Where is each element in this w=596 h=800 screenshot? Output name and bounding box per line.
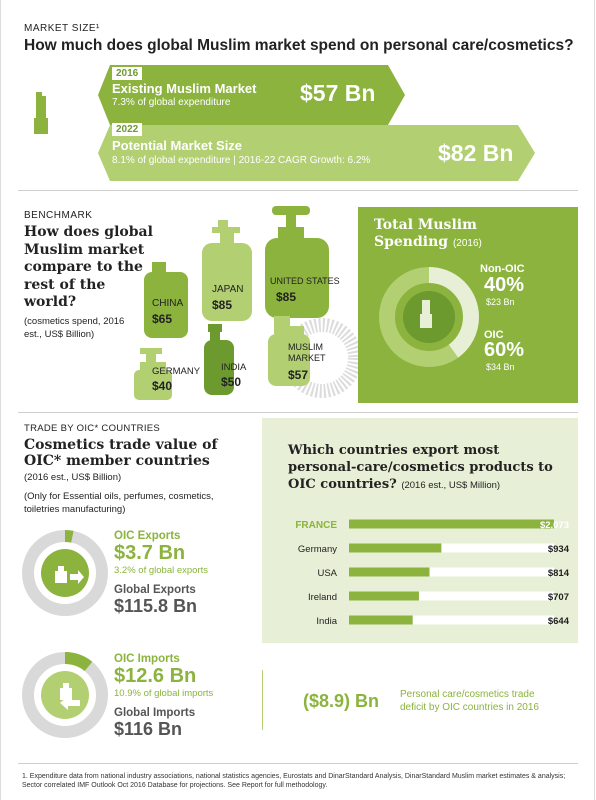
- oic-exports-label: OIC Exports: [114, 530, 180, 542]
- year-badge-2016: 2016: [112, 67, 142, 80]
- lipstick-icon: [28, 92, 58, 142]
- oic-pct: 60%: [484, 339, 524, 362]
- total-spending-title: Total Muslim Spending (2016): [374, 217, 494, 252]
- potential-market-sub: 8.1% of global expenditure | 2016-22 CAG…: [112, 155, 370, 166]
- deficit-text: Personal care/cosmetics trade deficit by…: [400, 688, 560, 714]
- china-label: CHINA: [152, 298, 183, 309]
- imports-donut: [20, 650, 110, 740]
- bar-value-label: $2,073: [540, 520, 569, 531]
- oic-exports-pct: 3.2% of global exports: [114, 565, 208, 576]
- existing-market-label: Existing Muslim Market: [112, 81, 256, 96]
- trade-note-1: (2016 est., US$ Billion): [24, 472, 121, 483]
- bar-category-label: FRANCE: [295, 520, 337, 531]
- exporters-chart-note: (2016 est., US$ Million): [401, 480, 500, 491]
- germany-label: GERMANY: [152, 366, 200, 377]
- japan-value: $85: [212, 298, 232, 312]
- bar-category-label: USA: [317, 568, 337, 579]
- global-imports-label: Global Imports: [114, 707, 195, 719]
- united-states-label: UNITED STATES: [270, 276, 340, 286]
- non-oic-value: $23 Bn: [486, 297, 515, 307]
- total-spending-year: (2016): [453, 238, 482, 249]
- bar: [349, 520, 554, 529]
- trade-note-2: (Only for Essential oils, perfumes, cosm…: [24, 490, 244, 516]
- existing-market-value: $57 Bn: [300, 80, 375, 107]
- exporters-bar-chart: FRANCE $2,073 Germany $934 USA $814 Ireland $70…: [262, 510, 578, 635]
- non-oic-pct: 40%: [484, 274, 524, 297]
- united-states-value: $85: [276, 290, 296, 304]
- global-imports-value: $116 Bn: [114, 719, 182, 740]
- muslim-market-value: $57: [288, 368, 308, 382]
- japan-label: JAPAN: [212, 284, 244, 295]
- benchmark-note: (cosmetics spend, 2016 est., US$ Billion…: [24, 315, 144, 341]
- bar: [349, 616, 413, 625]
- bar-value-label: $934: [548, 544, 570, 555]
- deficit-value: ($8.9) Bn: [303, 691, 379, 712]
- potential-market-sub-rest: of global expenditure | 2016-22 CAGR Gro…: [135, 155, 371, 166]
- page-edge-left: [0, 0, 1, 800]
- oic-imports-value: $12.6 Bn: [114, 665, 196, 688]
- global-exports-label: Global Exports: [114, 584, 196, 596]
- existing-market-sub: 7.3% of global expenditure: [112, 97, 230, 108]
- trade-kicker: TRADE BY OIC* COUNTRIES: [24, 423, 160, 434]
- oic-value: $34 Bn: [486, 362, 515, 372]
- exports-donut: [20, 528, 110, 618]
- trade-title: Cosmetics trade value of OIC* member cou…: [24, 437, 244, 469]
- footnote: 1. Expenditure data from national indust…: [22, 772, 577, 790]
- potential-market-value: $82 Bn: [438, 140, 513, 167]
- germany-value: $40: [152, 379, 172, 393]
- bar-category-label: India: [316, 616, 337, 627]
- market-size-kicker: MARKET SIZE¹: [24, 23, 100, 34]
- spending-donut: [374, 262, 484, 372]
- bar: [349, 592, 419, 601]
- india-label: INDIA: [221, 362, 246, 373]
- oic-imports-label: OIC Imports: [114, 653, 180, 665]
- bar-category-label: Germany: [298, 544, 337, 555]
- oic-exports-value: $3.7 Bn: [114, 542, 185, 565]
- year-badge-2022: 2022: [112, 123, 142, 136]
- bar-value-label: $707: [548, 592, 569, 603]
- bar-value-label: $644: [548, 616, 570, 627]
- section-divider-2: [18, 412, 578, 413]
- page-edge-right: [594, 0, 595, 800]
- india-value: $50: [221, 375, 241, 389]
- united-states-bottle-icon: [265, 206, 329, 318]
- global-exports-value: $115.8 Bn: [114, 596, 197, 617]
- exporters-chart-title: Which countries export most personal-car…: [288, 442, 568, 494]
- section-divider-1: [18, 190, 578, 191]
- market-size-title: How much does global Muslim market spend…: [24, 37, 584, 55]
- bar-category-label: Ireland: [308, 592, 337, 603]
- existing-market-sub-rest: of global expenditure: [135, 97, 231, 108]
- muslim-market-label: MUSLIM MARKET: [288, 342, 332, 364]
- bar-value-label: $814: [548, 568, 570, 579]
- oic-imports-pct: 10.9% of global imports: [114, 688, 213, 699]
- benchmark-kicker: BENCHMARK: [24, 210, 92, 221]
- section-divider-3: [18, 763, 578, 764]
- potential-market-pct: 8.1%: [112, 155, 135, 166]
- deficit-bracket: [262, 670, 277, 730]
- bar: [349, 544, 441, 553]
- china-value: $65: [152, 312, 172, 326]
- bar: [349, 568, 429, 577]
- potential-market-label: Potential Market Size: [112, 138, 242, 153]
- existing-market-pct: 7.3%: [112, 97, 135, 108]
